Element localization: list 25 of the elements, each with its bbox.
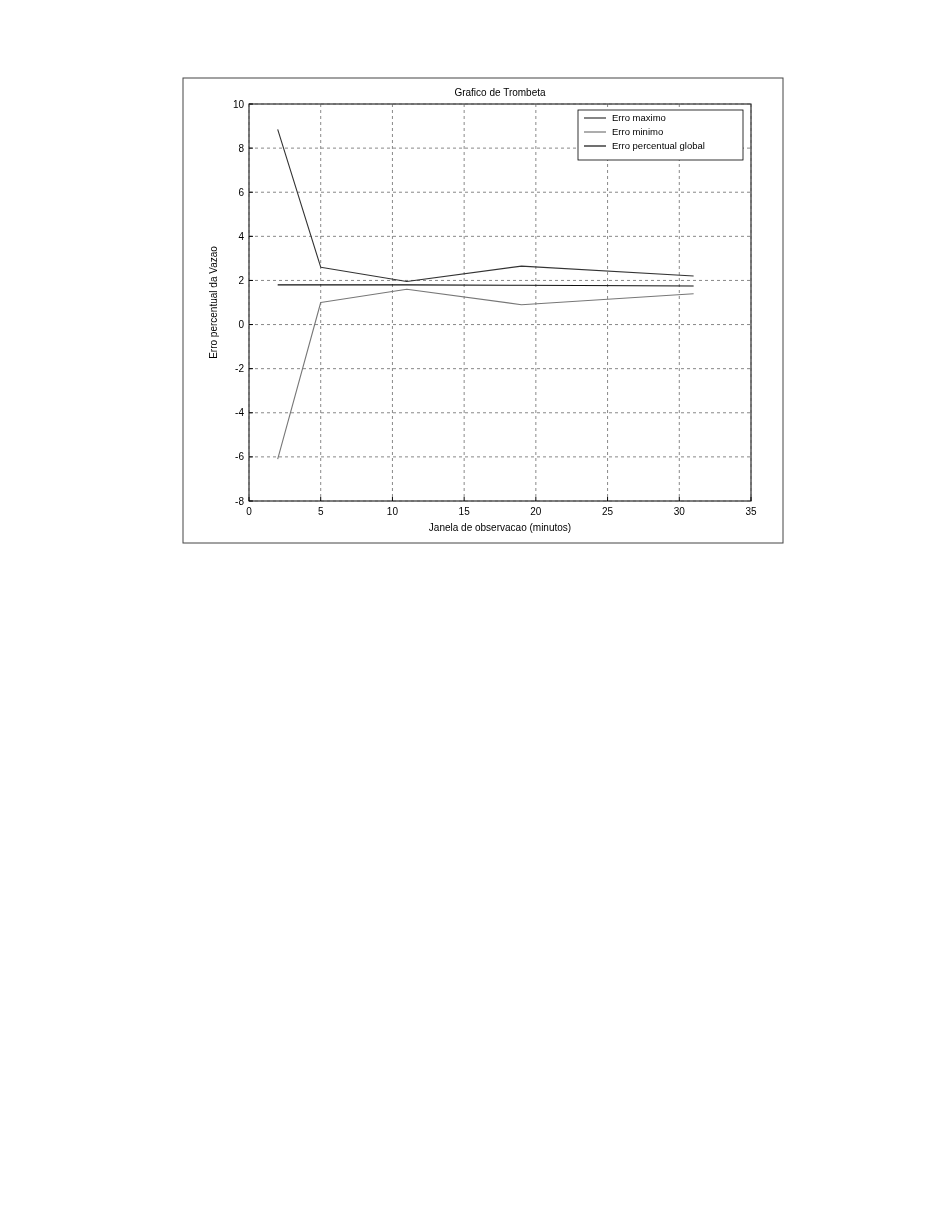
x-tick-label: 20 [530,506,542,517]
y-axis-title: Erro percentual da Vazao [208,245,219,359]
x-tick-label: 30 [673,506,686,517]
x-tick-label: 25 [602,506,614,517]
chart-title: Grafico de Trombeta [454,87,547,98]
y-tick-label: -6 [235,451,245,463]
y-tick-label: 8 [238,142,245,154]
y-tick-label: 2 [238,274,245,286]
y-tick-label: 4 [238,230,245,242]
x-tick-label: 5 [317,506,324,517]
legend-label: Erro maximo [612,112,666,123]
y-tick-label: 0 [238,319,245,331]
x-tick-label: 15 [458,506,471,517]
y-tick-label: 10 [232,98,245,110]
x-axis-title: Janela de observacao (minutos) [428,522,572,533]
x-tick-label: 10 [386,506,399,517]
legend-label: Erro percentual global [612,140,705,151]
y-tick-label: -8 [235,495,245,507]
y-tick-label: -2 [235,363,245,375]
y-tick-label: 6 [238,186,245,198]
line-series [277,288,695,460]
y-tick-label: -4 [235,407,245,419]
legend-label: Erro minimo [612,126,664,137]
x-tick-label: 0 [246,506,253,517]
x-tick-label: 35 [745,506,757,517]
